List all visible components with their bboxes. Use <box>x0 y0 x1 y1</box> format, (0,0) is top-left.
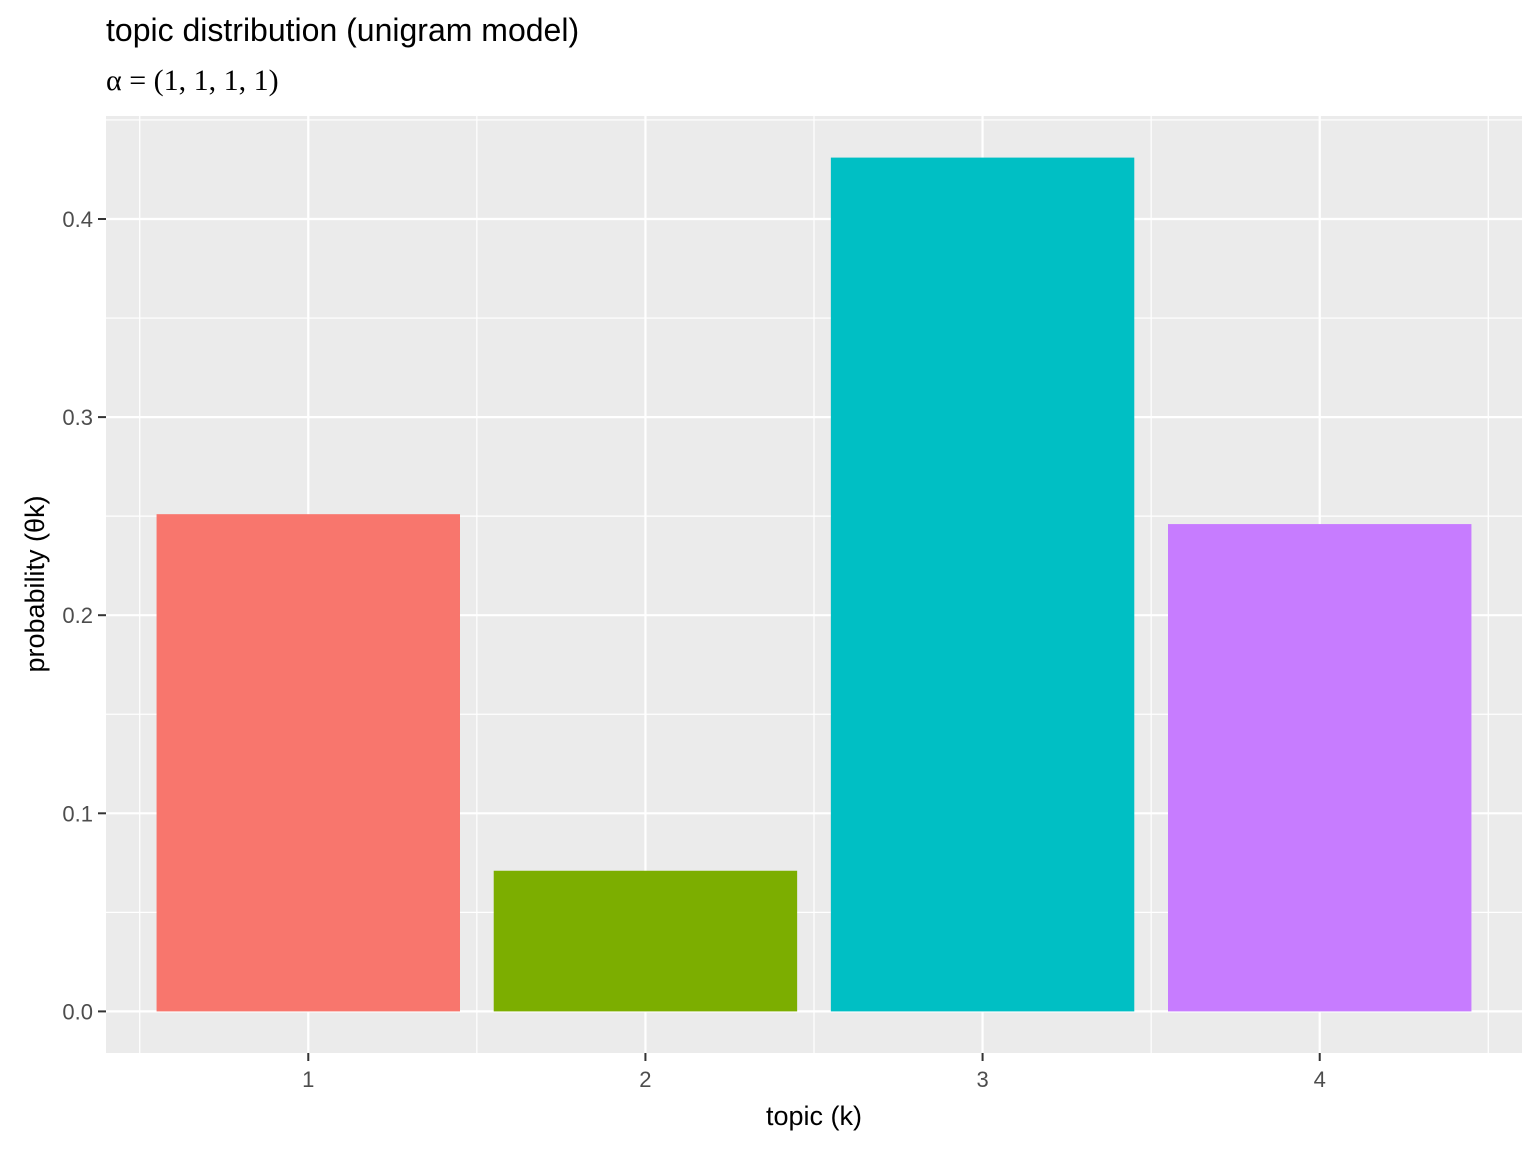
bar-topic-3 <box>830 157 1135 1012</box>
y-axis-title: probability (θk) <box>20 495 50 672</box>
x-tick-label: 4 <box>1314 1067 1326 1092</box>
y-tick-label: 0.3 <box>62 405 93 430</box>
y-tick-label: 0.1 <box>62 801 93 826</box>
y-axis: 0.0 0.1 0.2 0.3 0.4 <box>62 207 106 1024</box>
x-tick-label: 1 <box>302 1067 314 1092</box>
x-axis-title: topic (k) <box>766 1101 862 1131</box>
chart-title: topic distribution (unigram model) <box>106 12 579 48</box>
bar-topic-2 <box>493 870 798 1012</box>
y-tick-label: 0.2 <box>62 603 93 628</box>
chart-subtitle: α = (1, 1, 1, 1) <box>106 64 279 97</box>
x-tick-label: 3 <box>976 1067 988 1092</box>
bars <box>156 157 1472 1012</box>
y-tick-label: 0.0 <box>62 999 93 1024</box>
x-axis: 1 2 3 4 <box>302 1053 1326 1092</box>
x-tick-label: 2 <box>639 1067 651 1092</box>
bar-topic-4 <box>1168 524 1472 1012</box>
bar-topic-1 <box>156 514 461 1012</box>
y-tick-label: 0.4 <box>62 207 93 232</box>
